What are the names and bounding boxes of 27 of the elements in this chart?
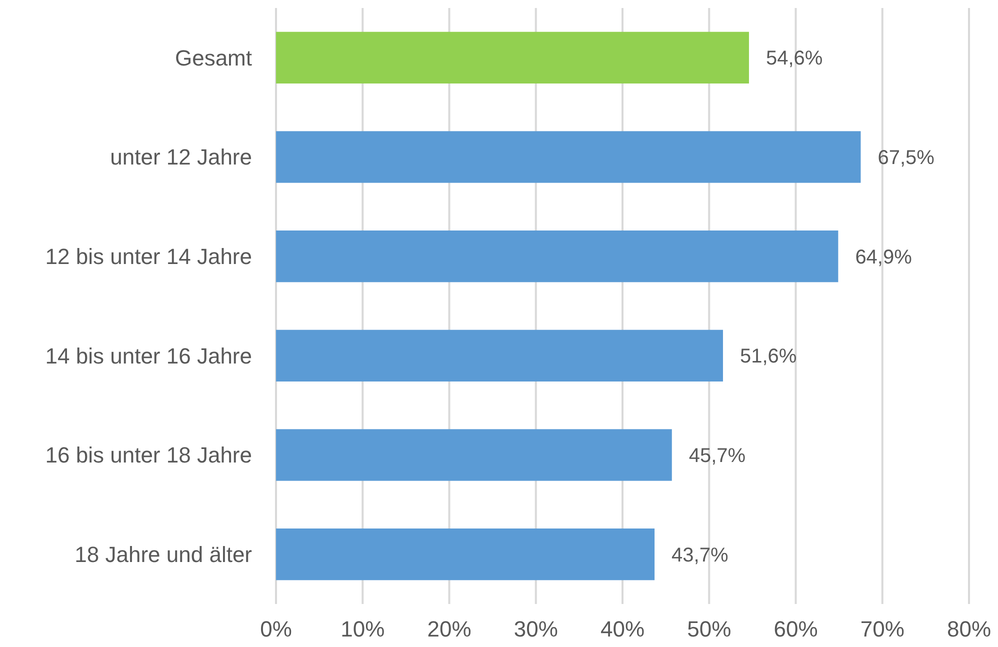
- x-tick-label: 0%: [260, 616, 292, 642]
- x-tick-label: 10%: [340, 616, 385, 642]
- x-tick-label: 50%: [687, 616, 732, 642]
- bar: [276, 32, 749, 84]
- y-tick-label: 18 Jahre und älter: [74, 542, 252, 568]
- data-label: 43,7%: [672, 544, 728, 566]
- bar: [276, 131, 861, 183]
- y-tick-label: unter 12 Jahre: [110, 144, 252, 170]
- x-tick-label: 20%: [427, 616, 472, 642]
- y-tick-label: Gesamt: [174, 45, 252, 70]
- bar: [276, 528, 655, 580]
- bar: [276, 330, 723, 382]
- y-tick-label: 14 bis unter 16 Jahre: [45, 343, 252, 368]
- data-label: 45,7%: [688, 445, 746, 467]
- data-label: 54,6%: [766, 48, 823, 70]
- y-tick-label: 16 bis unter 18 Jahre: [45, 442, 252, 468]
- x-tick-label: 40%: [600, 616, 645, 642]
- data-label: 64,9%: [855, 246, 912, 268]
- bar: [276, 429, 672, 481]
- y-tick-label: 12 bis unter 14 Jahre: [45, 244, 252, 270]
- x-tick-label: 60%: [774, 616, 818, 642]
- bar: [276, 230, 838, 282]
- x-tick-label: 70%: [860, 616, 904, 642]
- data-label: 51,6%: [740, 346, 797, 368]
- x-tick-label: 30%: [514, 616, 558, 642]
- x-tick-label: 80%: [946, 616, 992, 642]
- data-label: 67,5%: [878, 147, 935, 169]
